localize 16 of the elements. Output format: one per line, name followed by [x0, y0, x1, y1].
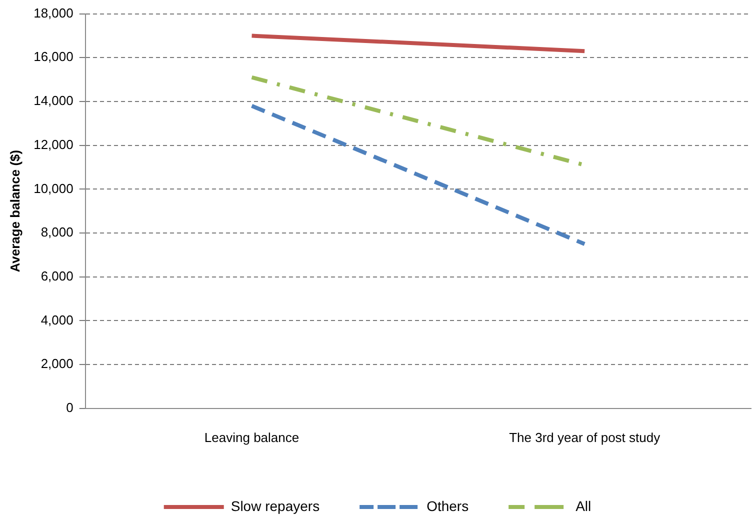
- y-tick-label: 10,000: [34, 180, 74, 196]
- y-tick-label: 14,000: [34, 93, 74, 108]
- legend-label: Others: [426, 498, 469, 514]
- y-tick-label: 4,000: [40, 312, 74, 328]
- y-tick-label: 18,000: [34, 5, 74, 20]
- y-tick-label: 16,000: [34, 49, 74, 64]
- y-tick-label: 12,000: [34, 136, 74, 152]
- y-tick-label: 0: [66, 400, 74, 415]
- legend-label: Slow repayers: [230, 498, 320, 514]
- y-tick-label: 6,000: [40, 268, 74, 284]
- x-tick-label: Leaving balance: [204, 430, 300, 445]
- x-tick-label: The 3rd year of post study: [509, 430, 661, 445]
- legend-label: All: [576, 498, 592, 514]
- y-tick-label: 2,000: [40, 356, 74, 372]
- y-axis-title: Average balance ($): [7, 150, 22, 272]
- y-tick-label: 8,000: [40, 224, 74, 240]
